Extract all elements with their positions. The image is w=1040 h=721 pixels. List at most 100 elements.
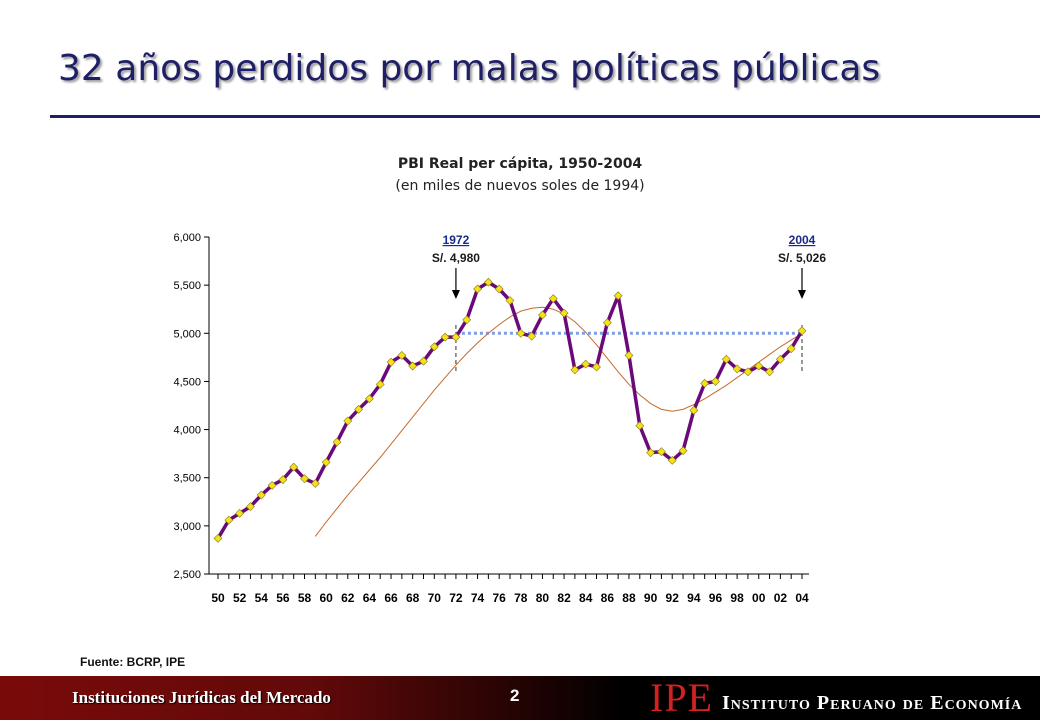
x-tick-label: 58 [298,591,312,605]
annotation-year: 2004 [789,233,816,247]
footer-bar: Instituciones Jurídicas del Mercado 2 IP… [0,675,1040,720]
data-point [624,351,634,360]
annotation-arrowhead [451,290,460,299]
data-point [538,310,547,320]
data-point [473,284,482,294]
y-tick-label: 4,000 [173,425,201,437]
institute-name: Instituto Peruano de Economía [722,692,1023,714]
x-tick-label: 92 [666,591,680,605]
data-point [213,533,223,543]
ipe-logo: IPE [650,675,713,720]
data-point [613,291,623,301]
data-point [646,448,656,458]
data-point [375,379,385,389]
gdp-series-line [216,280,804,540]
y-tick-label: 3,000 [173,521,201,533]
x-tick-label: 78 [514,591,528,605]
data-point [700,378,710,388]
data-point [386,357,396,367]
x-tick-label: 76 [493,591,507,605]
data-point [256,490,266,500]
annotation-value: S/. 4,980 [432,251,480,265]
data-point [602,318,612,328]
data-point [321,457,331,467]
data-point [397,351,407,360]
data-point [354,404,364,414]
data-point [235,508,245,518]
x-tick-label: 90 [644,591,658,605]
footer-caption: Instituciones Jurídicas del Mercado [72,688,331,707]
page-number: 2 [510,686,520,705]
data-point [656,447,666,457]
x-tick-label: 64 [363,591,377,605]
data-point [408,361,418,371]
x-tick-label: 72 [449,591,463,605]
x-tick-label: 60 [319,591,333,605]
source-note: Fuente: BCRP, IPE [80,655,186,669]
y-tick-label: 4,500 [173,376,201,388]
annotation-arrowhead [798,290,806,299]
data-point [559,308,569,318]
data-point [592,362,601,372]
data-point [548,294,558,304]
chart-title: PBI Real per cápita, 1950-2004 [397,156,643,172]
x-tick-label: 02 [774,591,788,605]
data-point [527,331,537,341]
annotation-year: 1972 [443,233,470,247]
data-point [310,479,320,488]
x-tick-label: 84 [579,591,593,605]
data-point [278,475,288,485]
y-tick-label: 5,500 [173,280,201,292]
data-point [667,455,677,465]
data-point [765,367,774,377]
x-tick-label: 80 [536,591,550,605]
x-tick-label: 00 [752,591,766,605]
data-point [721,354,731,364]
data-point [516,328,526,338]
y-tick-label: 5,000 [173,328,201,340]
data-point [635,421,645,431]
x-tick-label: 62 [341,591,355,605]
data-point [494,284,504,294]
data-point [743,367,753,377]
x-tick-label: 86 [601,591,615,605]
y-tick-label: 6,000 [173,232,201,244]
x-tick-label: 52 [233,591,247,605]
data-point [797,326,807,336]
x-tick-label: 88 [622,591,636,605]
trend-line [314,306,803,537]
data-point [289,462,299,472]
data-point [711,377,720,386]
data-point [775,354,785,364]
x-tick-label: 04 [795,591,809,605]
title-underline [50,115,1040,118]
data-point [483,277,493,287]
data-point [786,344,796,354]
y-tick-label: 2,500 [173,569,201,581]
data-point [364,394,374,404]
data-point [419,356,428,366]
data-point [505,296,515,305]
x-tick-label: 68 [406,591,420,605]
slide-title: 32 años perdidos por malas políticas púb… [58,48,881,89]
data-point [689,405,699,415]
data-point [570,365,580,375]
x-tick-label: 54 [255,591,269,605]
data-point [440,332,450,342]
x-tick-label: 50 [211,591,225,605]
data-point [732,364,742,374]
data-point [224,515,234,525]
data-point [267,480,277,490]
x-tick-label: 96 [709,591,723,605]
y-tick-label: 3,500 [173,473,201,485]
x-tick-label: 66 [384,591,398,605]
x-tick-label: 74 [471,591,485,605]
data-point [451,332,461,342]
data-point [429,342,439,352]
chart-subtitle: (en miles de nuevos soles de 1994) [395,178,645,194]
x-tick-label: 98 [730,591,744,605]
x-tick-label: 56 [276,591,290,605]
annotation-value: S/. 5,026 [778,251,826,265]
x-tick-label: 82 [557,591,571,605]
